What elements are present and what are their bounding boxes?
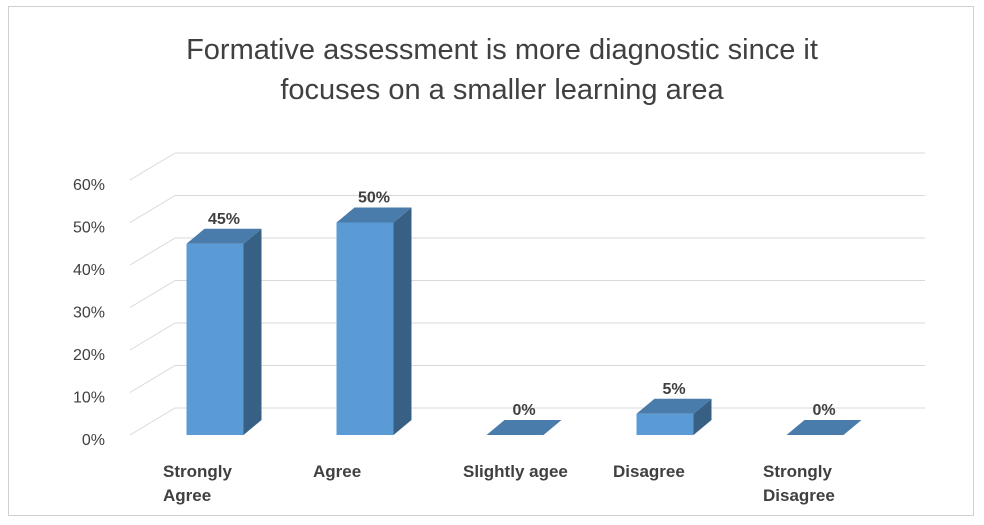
y-tick-label: 60%: [73, 177, 105, 194]
bar-side: [243, 228, 262, 435]
y-tick-label: 10%: [73, 390, 105, 407]
data-label: 45%: [208, 211, 240, 228]
y-tick-label: 30%: [73, 305, 105, 322]
y-tick-label: 20%: [73, 347, 105, 364]
chart-frame: [8, 6, 974, 516]
bar-side: [393, 207, 412, 435]
data-label: 0%: [812, 402, 835, 419]
grid-line: [129, 407, 176, 436]
bar-top: [636, 398, 712, 414]
bar: [336, 222, 394, 435]
data-label: 50%: [358, 190, 390, 207]
bar-top: [786, 420, 862, 435]
x-tick-label: Strongly Disagree: [763, 462, 835, 505]
x-tick-label: Agree: [313, 462, 362, 481]
x-tick-label: Slightly agee: [463, 462, 568, 481]
y-tick-label: 0%: [82, 432, 105, 449]
data-label: 0%: [512, 402, 535, 419]
data-label: 5%: [662, 381, 685, 398]
grid-line: [129, 280, 176, 308]
grid-line: [129, 322, 176, 351]
x-tick-label: Disagree: [613, 462, 685, 481]
bar: [636, 413, 694, 435]
y-tick-label: 50%: [73, 220, 105, 237]
grid-line: [129, 365, 176, 393]
bar-top: [336, 207, 412, 223]
chart-title: Formative assessment is more diagnostic …: [186, 34, 818, 106]
grid-line: [129, 237, 176, 266]
bar-top: [186, 228, 262, 244]
bar-top: [486, 420, 562, 435]
x-tick-label: Strongly Agree: [163, 462, 232, 505]
grid-line: [129, 195, 176, 223]
bar: [186, 243, 244, 435]
grid-line: [129, 152, 176, 181]
y-tick-label: 40%: [73, 262, 105, 279]
bar-side: [693, 398, 712, 435]
